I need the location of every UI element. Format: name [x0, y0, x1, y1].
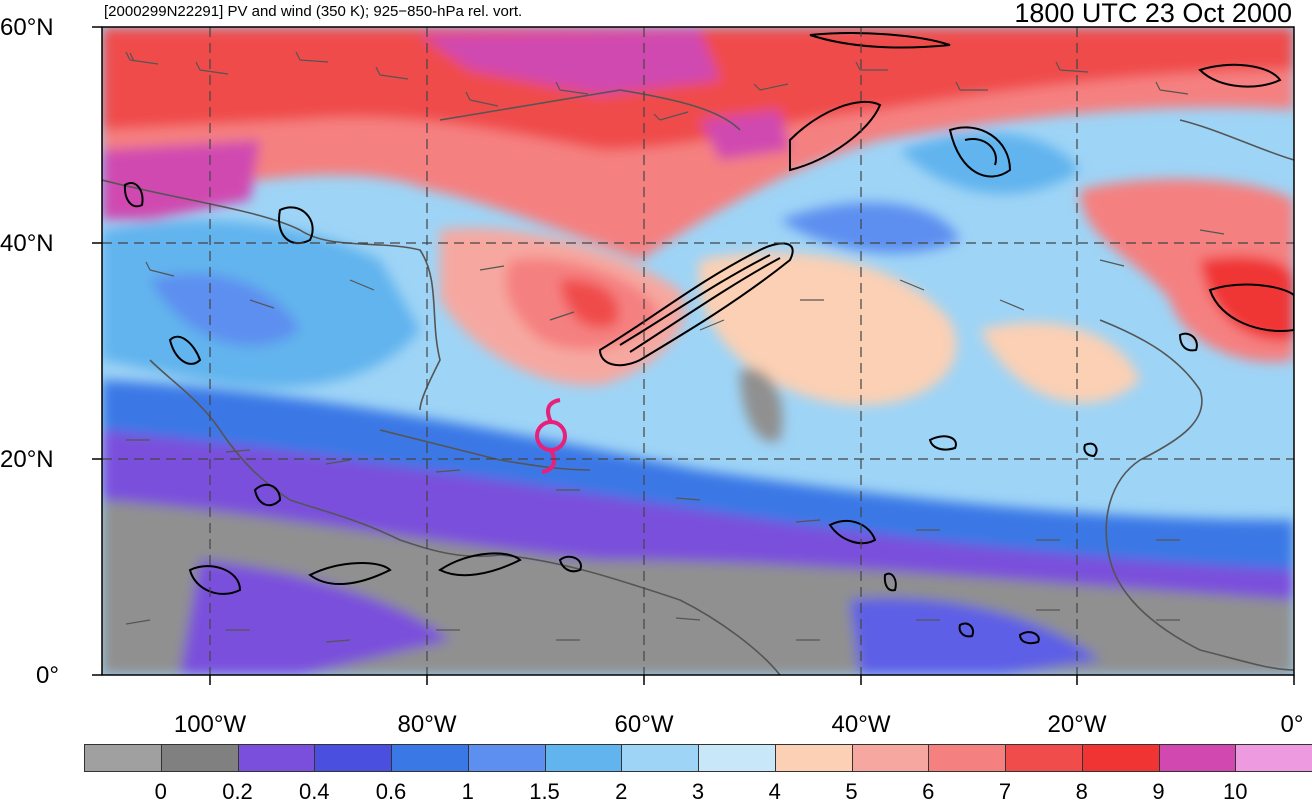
lat-label-20n: 20°N — [0, 446, 54, 473]
pv-shading — [102, 27, 1294, 675]
storm-symbol — [535, 398, 567, 474]
colorbar-label: 1.5 — [529, 779, 560, 804]
lon-label-20w: 20°W — [1047, 711, 1107, 738]
lon-label-100w: 100°W — [173, 711, 247, 738]
map-title-left: [2000299N22291] PV and wind (350 K); 925… — [104, 3, 523, 20]
colorbar-swatch — [544, 744, 623, 772]
colorbar-label: 2 — [615, 779, 628, 804]
lat-label-40n: 40°N — [0, 230, 54, 257]
colorbar-label: 4 — [768, 779, 781, 804]
colorbar-swatch — [237, 744, 316, 772]
colorbar-swatch — [621, 744, 699, 772]
colorbar-label: 0.6 — [375, 779, 407, 804]
map-plot-area — [102, 27, 1294, 675]
colorbar-label: 6 — [922, 779, 935, 804]
lon-label-60w: 60°W — [614, 711, 674, 738]
colorbar-label: 3 — [691, 779, 705, 804]
colorbar-swatch — [698, 744, 776, 772]
gridlines — [102, 27, 1294, 675]
lat-label-60n: 60°N — [0, 14, 54, 41]
lon-label-40w: 40°W — [831, 711, 891, 738]
colorbar-swatch — [1081, 744, 1160, 772]
colorbar-label: 0 — [154, 779, 167, 804]
colorbar-swatch — [391, 744, 469, 772]
colorbar-label: 1 — [461, 779, 474, 804]
lon-label-80w: 80°W — [397, 711, 457, 738]
map-frame — [101, 26, 1295, 676]
colorbar-swatch — [851, 744, 930, 772]
colorbar-swatch — [928, 744, 1006, 772]
map-title-right: 1800 UTC 23 Oct 2000 — [1014, 0, 1292, 28]
colorbar-swatch — [1005, 744, 1083, 772]
colorbar-swatch — [160, 744, 239, 772]
lat-label-0: 0° — [36, 662, 59, 689]
colorbar-swatch — [84, 744, 162, 772]
wind-barbs — [125, 51, 1225, 643]
colorbar-label: 10 — [1223, 779, 1248, 804]
axis-ticks — [92, 26, 1295, 685]
pv-colorbar — [84, 744, 1312, 772]
vorticity-contours — [123, 32, 1294, 645]
colorbar-label: 9 — [1152, 779, 1165, 804]
lon-label-0: 0° — [1280, 711, 1304, 738]
pv-wind-map — [92, 26, 1295, 685]
colorbar-swatch — [1235, 744, 1312, 772]
colorbar-label: 0.4 — [298, 779, 330, 804]
colorbar-swatch — [1158, 744, 1237, 772]
colorbar-label: 5 — [845, 779, 858, 804]
colorbar-swatch — [314, 744, 392, 772]
colorbar-swatch — [774, 744, 853, 772]
colorbar-label: 7 — [998, 779, 1012, 804]
coastlines — [102, 89, 1294, 675]
colorbar-label: 8 — [1075, 779, 1088, 804]
colorbar-swatch — [467, 744, 546, 772]
colorbar-label: 0.2 — [222, 779, 253, 804]
